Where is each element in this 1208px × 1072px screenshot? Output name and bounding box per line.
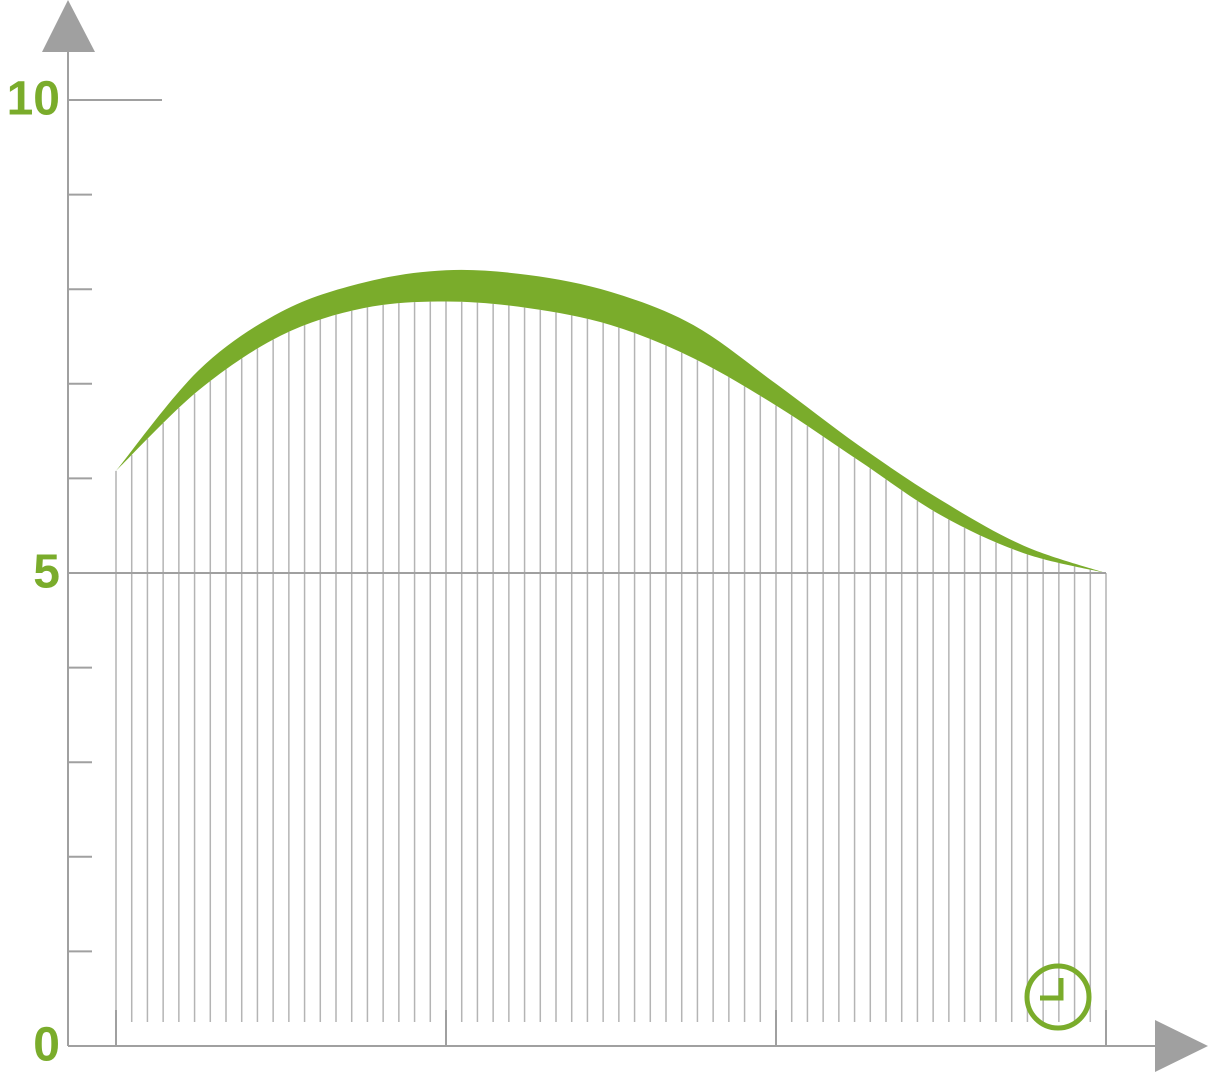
clock-hands: [1040, 978, 1064, 1001]
clock-icon: [1024, 963, 1092, 1031]
y-tick-label: 0: [33, 1019, 60, 1072]
y-axis-arrow: [42, 0, 95, 52]
y-tick-label: 5: [33, 546, 60, 599]
band-group: [115, 269, 1107, 1046]
x-axis-arrow: [1155, 1020, 1208, 1072]
band-area: [116, 269, 1106, 573]
y-tick-label: 10: [7, 73, 60, 126]
clock-face: [1024, 963, 1092, 1031]
